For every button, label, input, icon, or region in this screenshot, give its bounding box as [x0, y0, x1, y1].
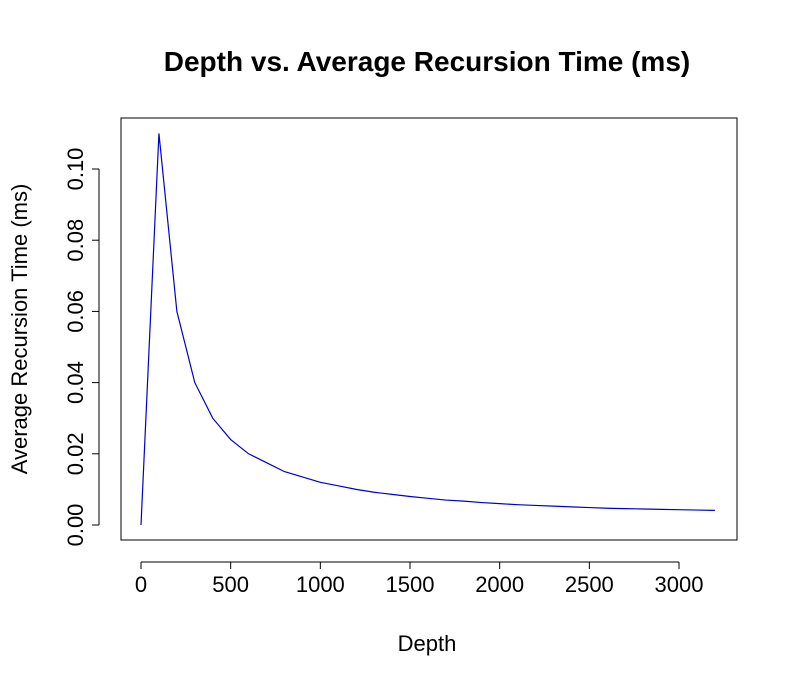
x-tick-label: 3000	[655, 572, 704, 597]
x-axis: 0 500 1000 1500 2000 2500 3000	[135, 561, 704, 597]
x-tick-label: 2500	[565, 572, 614, 597]
x-tick-label: 1000	[296, 572, 345, 597]
y-tick-label: 0.02	[63, 432, 88, 475]
y-tick-label: 0.04	[63, 361, 88, 404]
y-tick-label: 0.06	[63, 290, 88, 333]
y-axis-label: Average Recursion Time (ms)	[7, 184, 32, 475]
chart-title: Depth vs. Average Recursion Time (ms)	[164, 46, 690, 77]
series-layer	[140, 133, 715, 526]
series-line	[140, 133, 715, 526]
y-tick-label: 0.10	[63, 148, 88, 191]
x-tick-label: 1500	[386, 572, 435, 597]
x-tick-label: 0	[135, 572, 147, 597]
x-tick-label: 500	[212, 572, 249, 597]
x-tick-label: 2000	[475, 572, 524, 597]
x-axis-label: Depth	[398, 631, 457, 656]
y-tick-label: 0.08	[63, 219, 88, 262]
plot-frame	[120, 117, 738, 541]
y-tick-label: 0.00	[63, 504, 88, 547]
y-axis: 0.00 0.02 0.04 0.06 0.08 0.10	[63, 148, 100, 547]
